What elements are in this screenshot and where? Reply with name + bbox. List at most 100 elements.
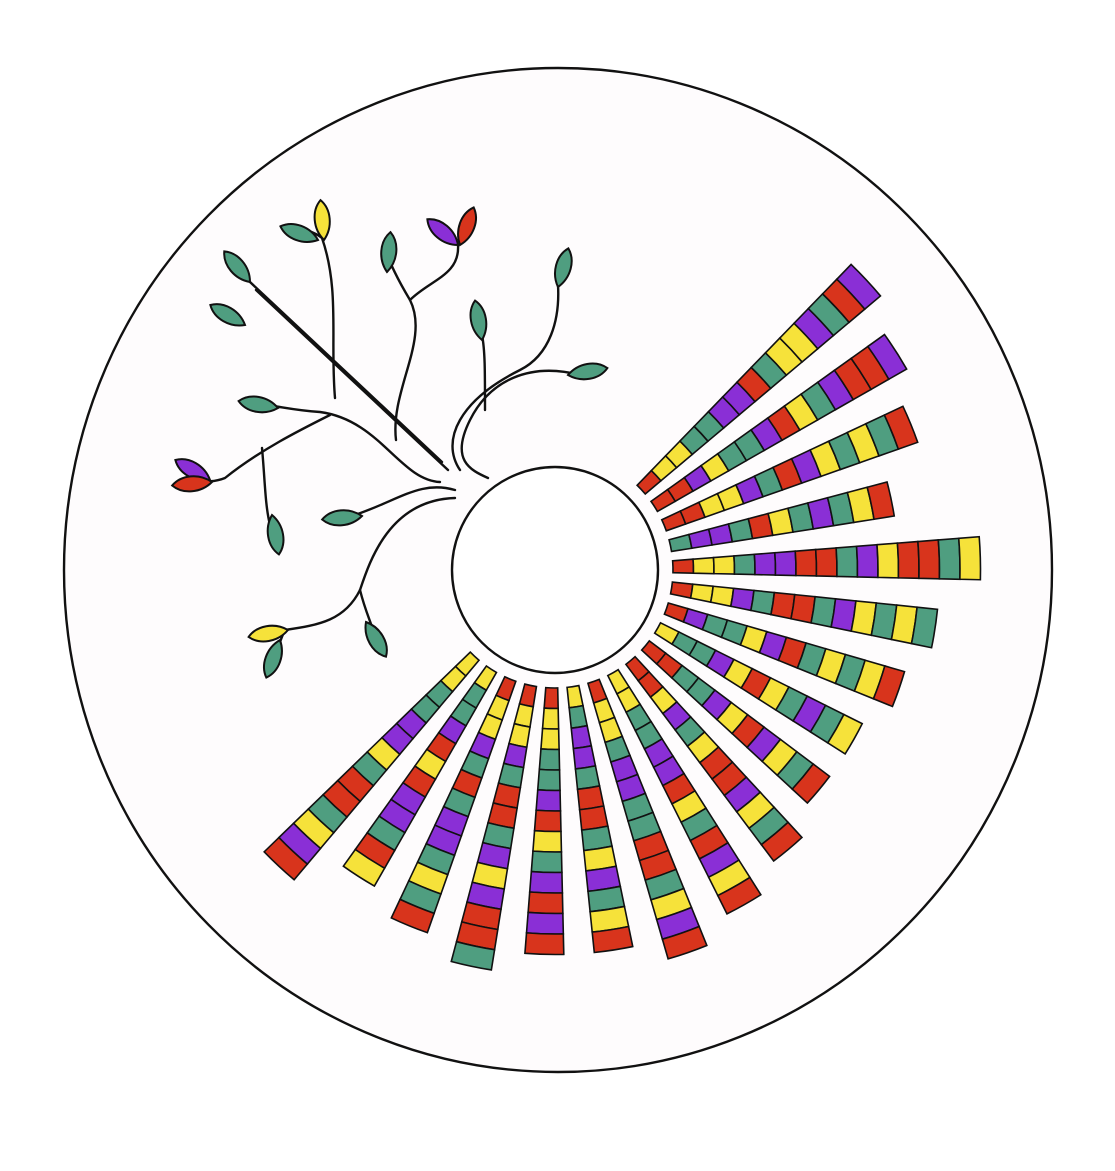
bar xyxy=(660,405,919,532)
bar xyxy=(624,655,804,863)
leaf xyxy=(223,250,252,284)
bar-segment xyxy=(342,848,386,888)
bar-segment xyxy=(540,727,560,751)
bar xyxy=(342,664,498,888)
bar-segment xyxy=(872,664,906,708)
branch xyxy=(451,283,560,472)
bar-segment xyxy=(876,542,900,579)
leaf xyxy=(266,513,285,556)
bar-segment xyxy=(733,553,756,576)
bar-segment xyxy=(525,911,565,935)
bar-segment xyxy=(910,606,939,649)
branch xyxy=(350,486,457,518)
bar-segment xyxy=(957,535,982,581)
leaf xyxy=(380,230,398,274)
branch xyxy=(260,446,272,527)
leaf xyxy=(320,509,364,527)
bar-segment xyxy=(937,537,961,581)
bar xyxy=(653,621,864,756)
bar xyxy=(635,263,882,496)
leaf xyxy=(209,303,247,327)
bar-segment xyxy=(855,543,879,579)
bar xyxy=(640,639,831,805)
leaf xyxy=(237,395,280,414)
bar-segment xyxy=(760,821,804,863)
bar-segment xyxy=(866,481,896,521)
bar xyxy=(668,481,896,553)
trunk xyxy=(248,280,450,472)
branch xyxy=(460,369,582,480)
branch xyxy=(283,496,457,632)
bar-segment xyxy=(917,539,941,580)
branch xyxy=(320,236,337,400)
bar-segment xyxy=(826,713,864,756)
inner-circle xyxy=(450,465,660,675)
leaf xyxy=(313,198,331,242)
leaf xyxy=(170,475,214,493)
leaf xyxy=(364,620,388,658)
leaf xyxy=(554,246,573,289)
bar xyxy=(663,601,906,708)
bar xyxy=(524,686,565,956)
bar-segment xyxy=(528,870,564,894)
bar-segment xyxy=(390,898,436,934)
bar-segment xyxy=(263,836,309,881)
bar-segment xyxy=(543,686,559,710)
bar xyxy=(671,535,982,581)
bar xyxy=(586,678,708,960)
branch xyxy=(408,243,460,302)
bar-segment xyxy=(524,932,565,956)
leaf xyxy=(566,362,609,381)
bar-segment xyxy=(572,744,597,770)
leaf xyxy=(279,223,320,243)
bar-segment xyxy=(883,405,919,451)
bar xyxy=(390,675,517,934)
bar-segment xyxy=(530,850,563,874)
leaf xyxy=(263,638,283,679)
bar-segment xyxy=(716,876,762,915)
bar-segment xyxy=(753,551,777,576)
bar-segment xyxy=(709,585,735,608)
bar xyxy=(566,684,634,954)
bar xyxy=(263,650,481,881)
bar-segment xyxy=(661,925,708,960)
branch xyxy=(260,403,442,484)
bar-segment xyxy=(591,925,634,954)
bar-segment xyxy=(568,704,589,730)
bar xyxy=(606,668,762,915)
leaf xyxy=(426,218,460,247)
bar-segment xyxy=(689,583,715,604)
radial-bars xyxy=(263,263,982,971)
bar-segment xyxy=(749,589,776,616)
bar-segment xyxy=(535,788,562,812)
bar-segment xyxy=(866,333,908,381)
bar-segment xyxy=(570,724,593,750)
bar-segment xyxy=(574,764,601,791)
bar-segment xyxy=(794,548,818,577)
leaf xyxy=(247,624,290,643)
bar-segment xyxy=(712,555,736,575)
bar-segment xyxy=(835,263,882,311)
bar xyxy=(649,333,908,513)
bar-segment xyxy=(533,809,562,833)
bar-segment xyxy=(536,768,561,792)
bar-segment xyxy=(791,762,831,805)
bar-segment xyxy=(692,556,715,575)
bar-segment xyxy=(896,540,920,580)
bar-segment xyxy=(671,558,695,574)
bar-segment xyxy=(773,550,797,577)
bar-segment xyxy=(538,748,561,771)
bar-segment xyxy=(814,547,838,578)
leaf xyxy=(457,206,477,247)
leaf xyxy=(469,299,488,342)
bar-segment xyxy=(527,891,564,915)
bar-segment xyxy=(450,940,496,971)
bar-segment xyxy=(729,587,755,612)
bar-segment xyxy=(541,707,560,730)
bar-segment xyxy=(532,829,563,853)
bar xyxy=(450,683,538,971)
bar xyxy=(669,581,939,649)
tree xyxy=(170,198,609,679)
